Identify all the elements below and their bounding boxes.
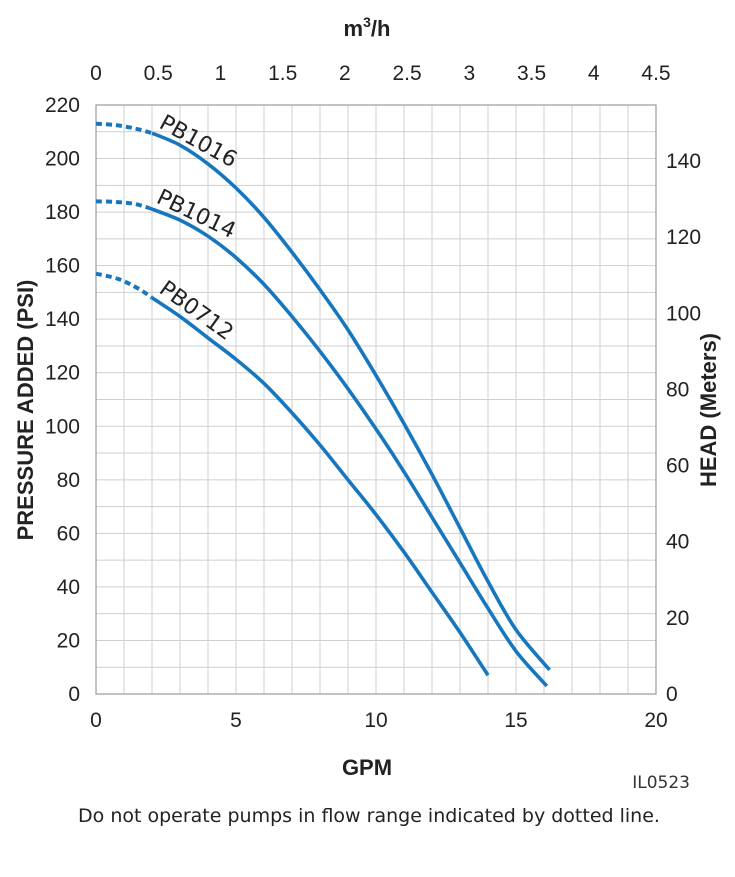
- top-axis-title-sup: 3: [363, 14, 371, 30]
- x-bottom-tick-label: 0: [90, 709, 102, 732]
- top-axis-title-tail: /h: [371, 16, 391, 41]
- y-right-tick-label: 60: [666, 455, 689, 478]
- curve-pb1014-solid: [148, 206, 549, 688]
- x-top-tick-label: 1.5: [268, 62, 297, 85]
- y-left-tick-label: 80: [57, 469, 80, 492]
- curve-pb1014-dotted: [95, 199, 150, 211]
- footer-note: Do not operate pumps in flow range indic…: [78, 805, 660, 827]
- x-top-tick-label: 0.5: [144, 62, 173, 85]
- plot-frame: [95, 104, 657, 695]
- y-right-tick-label: 20: [666, 607, 689, 630]
- y-right-tick-label: 80: [666, 378, 689, 401]
- curve-label-pb1016: PB1016: [155, 110, 241, 173]
- curve-pb1016-solid: [151, 131, 551, 672]
- y-left-tick-label: 180: [45, 201, 80, 224]
- top-axis-title-base: m: [344, 16, 364, 41]
- y-left-tick-label: 20: [57, 629, 80, 652]
- curve-pb0712-dotted: [95, 271, 154, 300]
- right-axis-title: HEAD (Meters): [696, 333, 721, 487]
- y-left-tick-label: 0: [68, 683, 80, 706]
- x-bottom-tick-label: 20: [644, 709, 667, 732]
- y-left-tick-label: 160: [45, 255, 80, 278]
- plot-border: [95, 104, 657, 695]
- x-top-tick-label: 2: [339, 62, 351, 85]
- y-left-tick-label: 100: [45, 415, 80, 438]
- y-left-tick-label: 60: [57, 522, 80, 545]
- y-left-tick-label: 40: [57, 576, 80, 599]
- curve-pb0712-solid: [150, 296, 490, 677]
- y-left-tick-label: 120: [45, 362, 80, 385]
- x-bottom-tick-label: 15: [504, 709, 527, 732]
- x-top-tick-label: 4.5: [641, 62, 670, 85]
- bottom-axis-title: GPM: [342, 755, 392, 780]
- x-top-tick-label: 3: [463, 62, 475, 85]
- x-top-tick-label: 0: [90, 62, 102, 85]
- x-bottom-tick-label: 10: [364, 709, 387, 732]
- x-top-tick-label: 1: [215, 62, 227, 85]
- curve-label-pb0712: PB0712: [155, 276, 238, 345]
- y-left-tick-label: 140: [45, 308, 80, 331]
- x-top-tick-label: 3.5: [517, 62, 546, 85]
- x-top-tick-label: 2.5: [393, 62, 422, 85]
- y-right-tick-label: 40: [666, 531, 689, 554]
- y-right-tick-label: 120: [666, 226, 701, 249]
- y-right-tick-label: 0: [666, 683, 678, 706]
- grid: [96, 105, 656, 694]
- tick-labels: 0 5 10 15 200 0.5 1 1.5 2 2.5 3 3.5 4 4.5020406080100…: [45, 62, 701, 732]
- y-left-tick-label: 220: [45, 94, 80, 117]
- y-right-tick-label: 140: [666, 150, 701, 173]
- y-left-tick-label: 200: [45, 148, 80, 171]
- figure-code: IL0523: [632, 773, 690, 793]
- x-top-tick-label: 4: [588, 62, 600, 85]
- x-bottom-tick-label: 5: [230, 709, 242, 732]
- left-axis-title: PRESSURE ADDED (PSI): [13, 280, 38, 541]
- y-right-tick-label: 100: [666, 302, 701, 325]
- top-axis-title: m3/h: [344, 14, 391, 41]
